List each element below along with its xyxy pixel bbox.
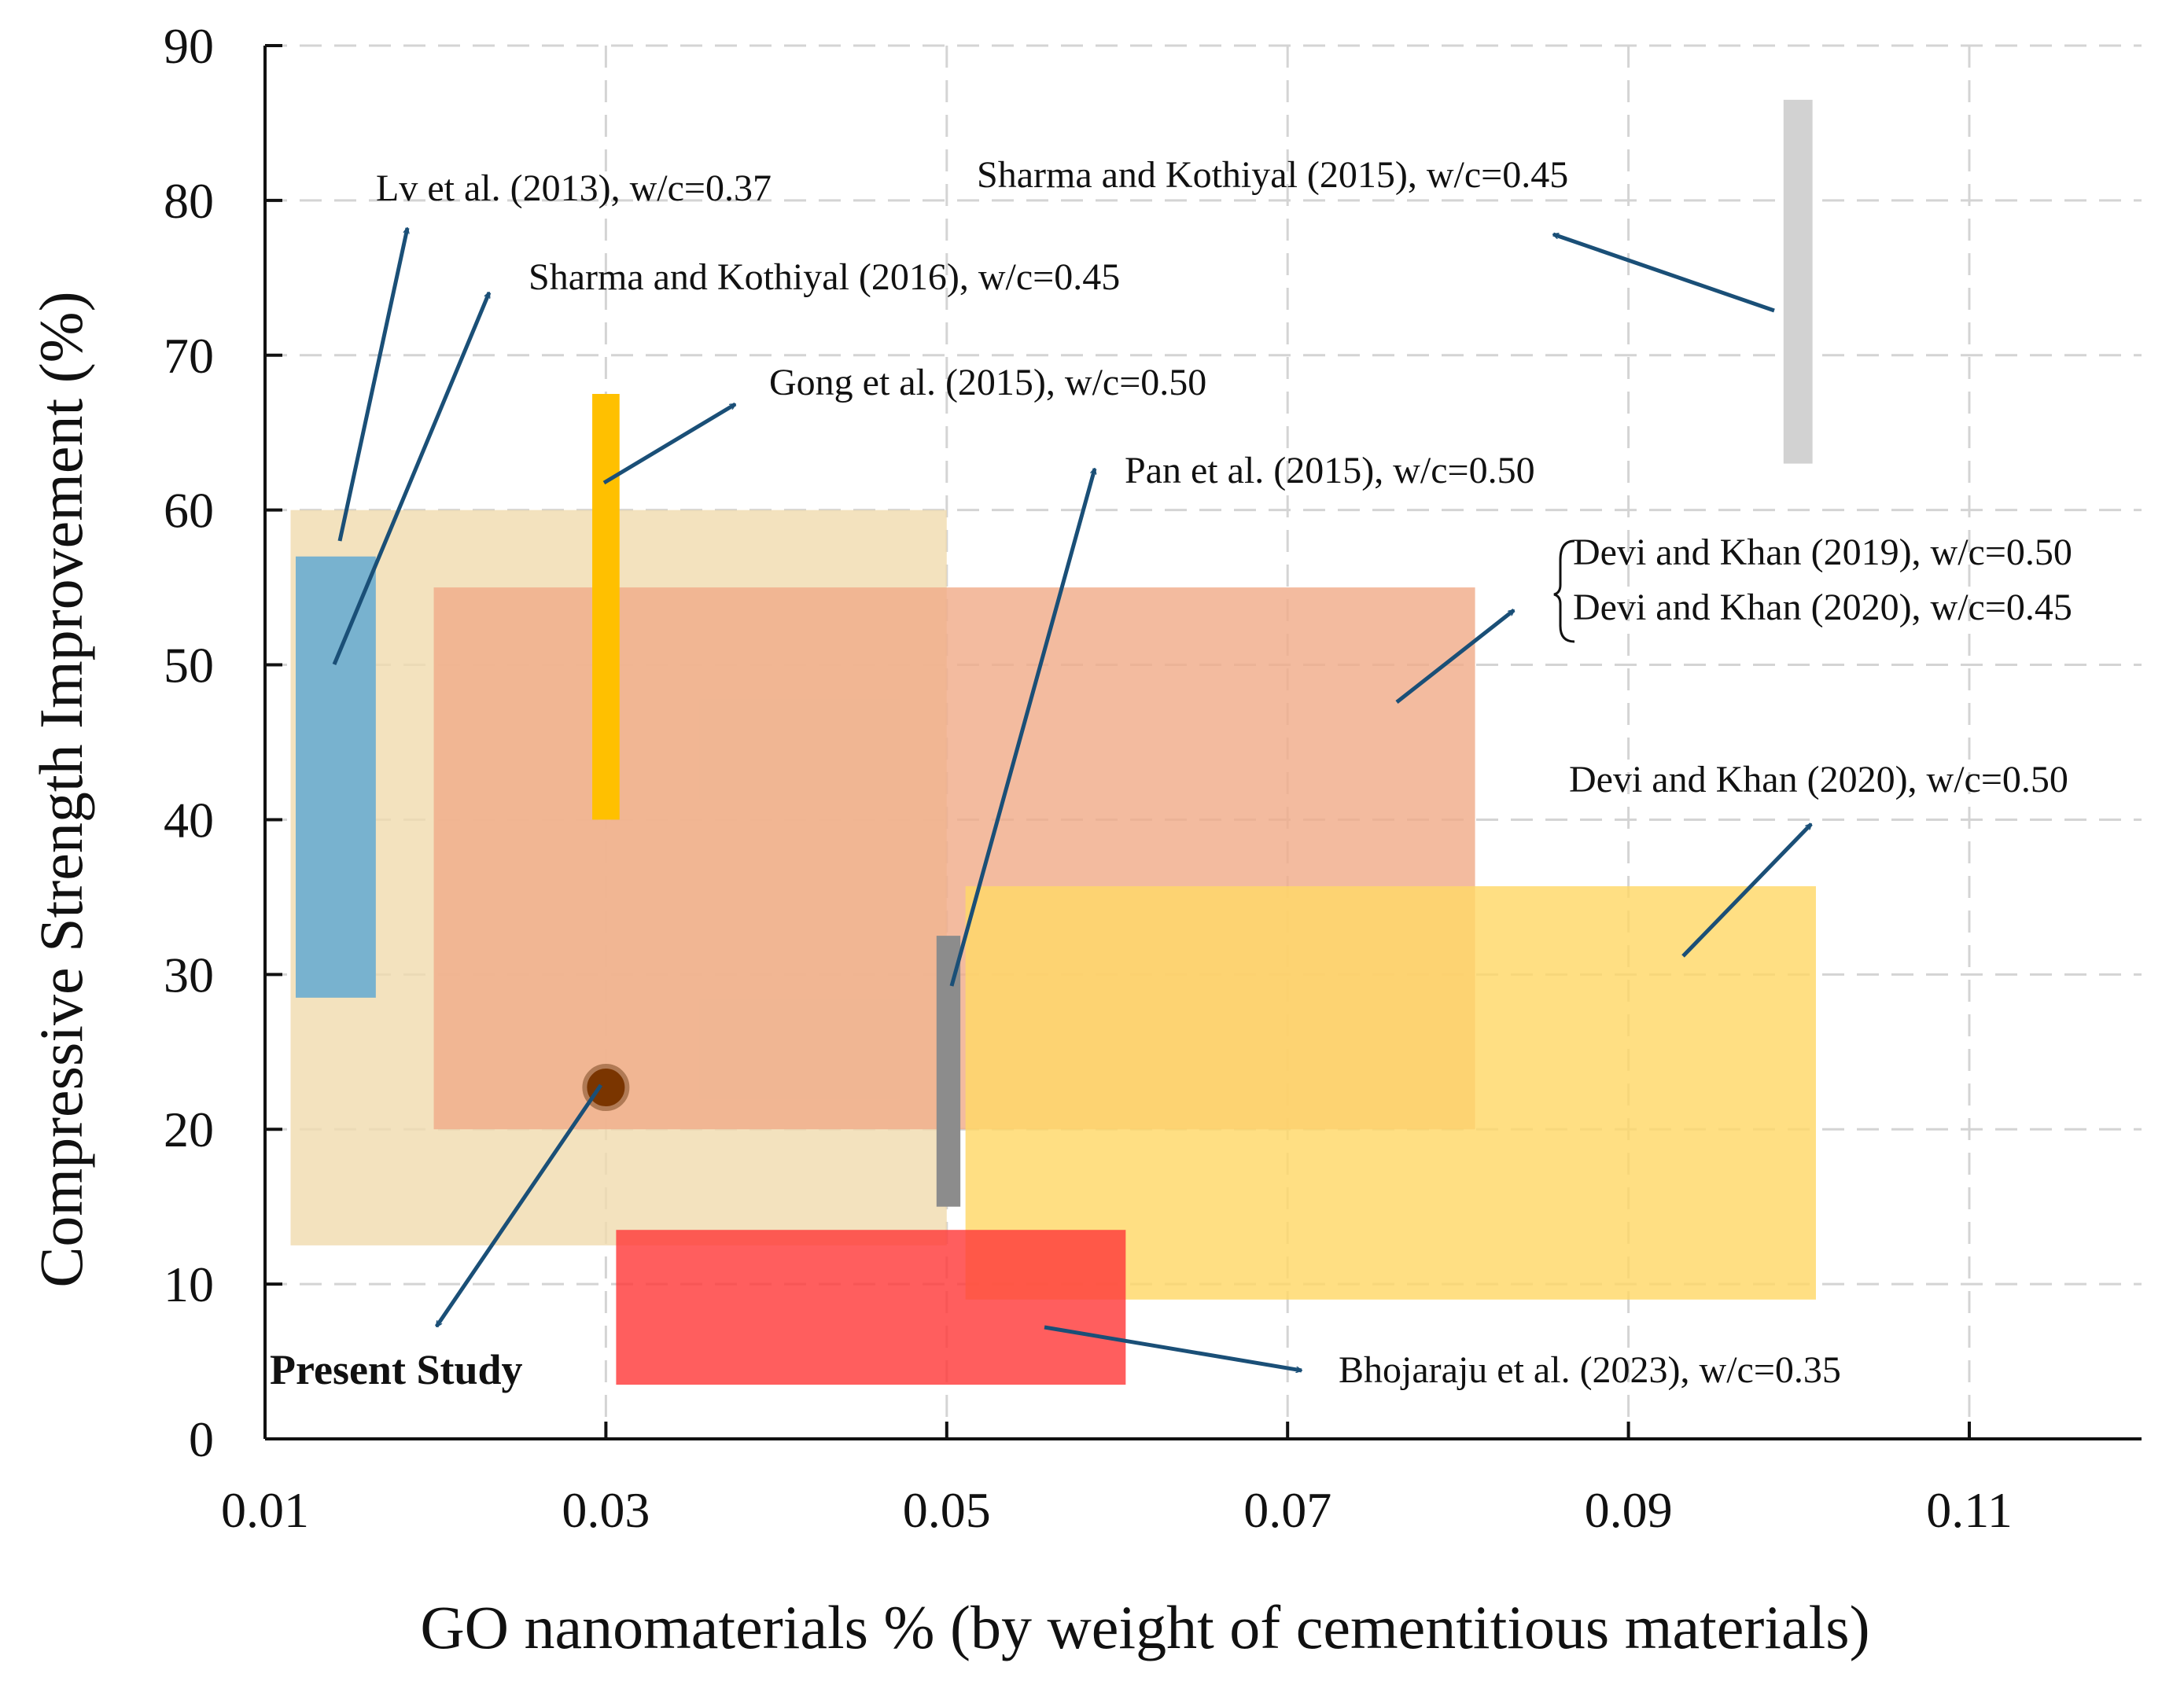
y-tick-label: 70 — [164, 328, 214, 384]
arrow-lv-2013 — [337, 228, 407, 542]
y-tick-label: 10 — [164, 1256, 214, 1312]
range-bars — [290, 99, 1816, 1385]
y-tick-label: 90 — [164, 18, 214, 74]
range-bar-5 — [592, 394, 620, 820]
y-tick-label: 80 — [164, 173, 214, 229]
y-tick-label: 0 — [189, 1411, 214, 1467]
arrow-sharma-2015 — [1553, 232, 1775, 313]
arrow-devi-2020 — [1681, 822, 1813, 958]
y-tick-label: 20 — [164, 1102, 214, 1157]
x-axis-title: GO nanomaterials % (by weight of cementi… — [420, 1593, 1869, 1661]
annotation-pan-2015: Pan et al. (2015), w/c=0.50 — [1125, 450, 1535, 491]
arrow-bhojaraju-2023 — [1044, 1325, 1302, 1370]
point-present-study — [582, 1064, 630, 1112]
arrow-pan-2015 — [949, 469, 1095, 987]
x-tick-label: 0.07 — [1243, 1482, 1331, 1538]
range-bar-4 — [616, 1230, 1126, 1385]
annotation-lv-2013: Lv et al. (2013), w/c=0.37 — [376, 167, 772, 209]
y-axis-title: Compressive Strength Improvement (%) — [27, 291, 95, 1287]
annotation-present-study: Present Study — [270, 1346, 523, 1393]
range-bar-1 — [296, 556, 376, 998]
axes — [263, 44, 2142, 1440]
arrow-sharma-2016 — [332, 292, 492, 665]
x-tick-label: 0.05 — [903, 1482, 991, 1538]
x-tick-label: 0.01 — [221, 1482, 309, 1538]
x-tick-label: 0.03 — [562, 1482, 650, 1538]
x-tick-label: 0.09 — [1585, 1482, 1673, 1538]
range-bar-6 — [936, 936, 961, 1207]
y-tick-label: 60 — [164, 483, 214, 539]
annotation-sharma-2015: Sharma and Kothiyal (2015), w/c=0.45 — [977, 154, 1568, 196]
tick-labels: 0 10 20 30 40 50 60 70 80 90 0.01 0.03 0.05 0.07 0.09 0… — [164, 18, 2013, 1538]
y-tick-label: 50 — [164, 638, 214, 693]
annotation-bhojaraju-2023: Bhojaraju et al. (2023), w/c=0.35 — [1339, 1349, 1841, 1391]
arrow-devi-2019 — [1395, 609, 1514, 704]
arrow-gong-2015 — [602, 402, 735, 485]
annotation-devi-2019: Devi and Khan (2019), w/c=0.50 — [1573, 532, 2072, 573]
data-points — [582, 1064, 630, 1112]
y-tick-label: 30 — [164, 947, 214, 1003]
x-tick-label: 0.11 — [1926, 1482, 2013, 1538]
annotations: Lv et al. (2013), w/c=0.37 Sharma and Ko… — [270, 154, 2072, 1393]
annotation-devi-2020-045: Devi and Khan (2020), w/c=0.45 — [1573, 587, 2072, 628]
y-tick-label: 40 — [164, 792, 214, 848]
annotation-devi-2020-050: Devi and Khan (2020), w/c=0.50 — [1569, 759, 2068, 800]
annotation-sharma-2016: Sharma and Kothiyal (2016), w/c=0.45 — [529, 256, 1120, 298]
arrow-present-study — [434, 1083, 603, 1326]
annotation-arrows — [332, 228, 1813, 1370]
range-bar-7 — [1783, 99, 1813, 464]
annotation-gong-2015: Gong et al. (2015), w/c=0.50 — [769, 362, 1206, 403]
devi-brace — [1553, 539, 1575, 643]
